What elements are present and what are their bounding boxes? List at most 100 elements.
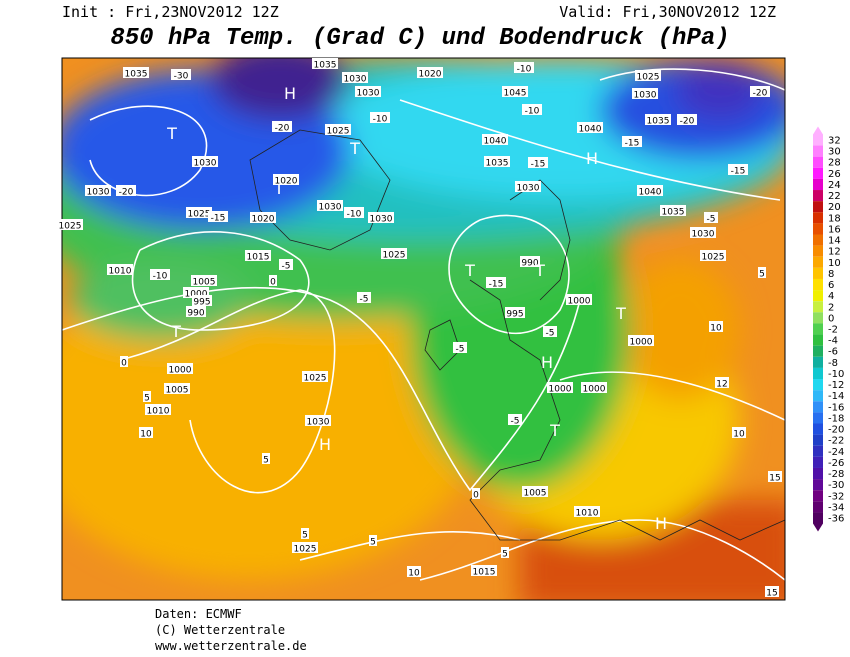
colorbar-label: -24 xyxy=(828,447,844,458)
colorbar-label: 16 xyxy=(828,224,841,235)
label-box xyxy=(484,156,510,167)
isoline-label: 990 xyxy=(521,259,538,269)
pressure-center: T xyxy=(170,322,181,341)
colorbar-label: 4 xyxy=(828,291,834,302)
label-box xyxy=(273,174,299,185)
isoline-label: 1030 xyxy=(319,203,342,213)
colorbar-label: -30 xyxy=(828,480,844,491)
label-box xyxy=(704,212,718,223)
colorbar-arrow xyxy=(813,523,823,532)
label-box xyxy=(574,506,600,517)
colorbar-label: 14 xyxy=(828,236,841,247)
label-box xyxy=(145,404,171,415)
isoline-label: 1030 xyxy=(634,91,657,101)
label-box xyxy=(547,382,573,393)
colorbar-box xyxy=(813,445,823,457)
isoline-label: -15 xyxy=(211,214,226,224)
label-box xyxy=(515,181,541,192)
pressure-center: H xyxy=(319,435,331,454)
pressure-center: T xyxy=(349,139,360,158)
isoline-label: 1005 xyxy=(524,489,547,499)
isoline-label: 0 xyxy=(270,278,276,288)
pressure-center: T xyxy=(615,304,626,323)
colorbar-label: 8 xyxy=(828,269,834,280)
label-box xyxy=(279,259,293,270)
label-box xyxy=(715,377,729,388)
isoline-label: 1000 xyxy=(583,385,606,395)
label-box xyxy=(107,264,133,275)
colorbar-box xyxy=(813,234,823,246)
isoline-label: 5 xyxy=(502,550,508,560)
isoline-label: -10 xyxy=(347,210,362,220)
label-box xyxy=(501,547,509,558)
pressure-center: H xyxy=(655,514,667,533)
colorbar-label: 10 xyxy=(828,258,841,269)
isoline-label: 1000 xyxy=(549,385,572,395)
isoline-label: 1045 xyxy=(504,89,527,99)
isoline-label: -5 xyxy=(511,417,520,427)
isoline-label: 10 xyxy=(733,430,745,440)
isoline-label: 1025 xyxy=(188,210,211,220)
label-box xyxy=(543,326,557,337)
label-box xyxy=(272,121,292,132)
label-box xyxy=(292,542,318,553)
isoline-label: 1030 xyxy=(692,230,715,240)
colorbar-label: 0 xyxy=(828,313,834,324)
isoline-label: 1035 xyxy=(647,117,670,127)
label-box xyxy=(528,157,548,168)
label-box xyxy=(750,86,770,97)
colorbar-box xyxy=(813,145,823,157)
label-box xyxy=(262,453,270,464)
isoline-label: 990 xyxy=(187,309,204,319)
label-box xyxy=(325,124,351,135)
label-box xyxy=(417,67,443,78)
isoline-label: 1030 xyxy=(194,159,217,169)
label-box xyxy=(317,200,343,211)
isoline-label: 1020 xyxy=(275,177,298,187)
isoline-label: 10 xyxy=(140,430,152,440)
colorbar-box xyxy=(813,178,823,191)
colorbar-box xyxy=(813,256,823,268)
label-box xyxy=(139,427,153,438)
isoline-label: 1030 xyxy=(344,75,367,85)
pressure-center: T xyxy=(549,421,560,440)
label-box xyxy=(645,114,671,125)
colorbar-box xyxy=(813,312,823,324)
label-box xyxy=(471,565,497,576)
isoline-label: 1000 xyxy=(185,290,208,300)
label-box xyxy=(250,212,276,223)
colorbar-label: 28 xyxy=(828,158,841,169)
colorbar-label: -8 xyxy=(828,358,838,369)
isoline-label: 1030 xyxy=(517,184,540,194)
colorbar-box xyxy=(813,356,823,368)
label-box xyxy=(520,256,540,267)
isoline-label: 5 xyxy=(759,270,765,280)
label-box xyxy=(522,486,548,497)
colorbar-label: 22 xyxy=(828,191,841,202)
colorbar-label: -34 xyxy=(828,502,844,513)
pressure-center: H xyxy=(541,353,553,372)
colorbar-box xyxy=(813,167,823,179)
label-box xyxy=(577,122,603,133)
label-box xyxy=(208,211,228,222)
colorbar-box xyxy=(813,412,823,424)
isoline-label: 1005 xyxy=(166,386,189,396)
isoline-label: 1000 xyxy=(630,338,653,348)
isoline-label: 1040 xyxy=(484,137,507,147)
isoline-label: 1020 xyxy=(252,215,275,225)
label-box xyxy=(628,335,654,346)
label-box xyxy=(344,207,364,218)
isoline-label: -5 xyxy=(282,262,291,272)
label-box xyxy=(57,219,83,230)
label-box xyxy=(637,185,663,196)
isoline-label: 1035 xyxy=(486,159,509,169)
colorbar-label: 20 xyxy=(828,202,841,213)
label-box xyxy=(123,67,149,78)
colorbar-box xyxy=(813,223,823,235)
colorbar: 32302826242220181614121086420-2-4-6-8-10… xyxy=(813,126,844,532)
isoline-label: 1020 xyxy=(419,70,442,80)
label-box xyxy=(143,391,151,402)
label-box xyxy=(502,86,528,97)
isoline-label: 1025 xyxy=(294,545,317,555)
